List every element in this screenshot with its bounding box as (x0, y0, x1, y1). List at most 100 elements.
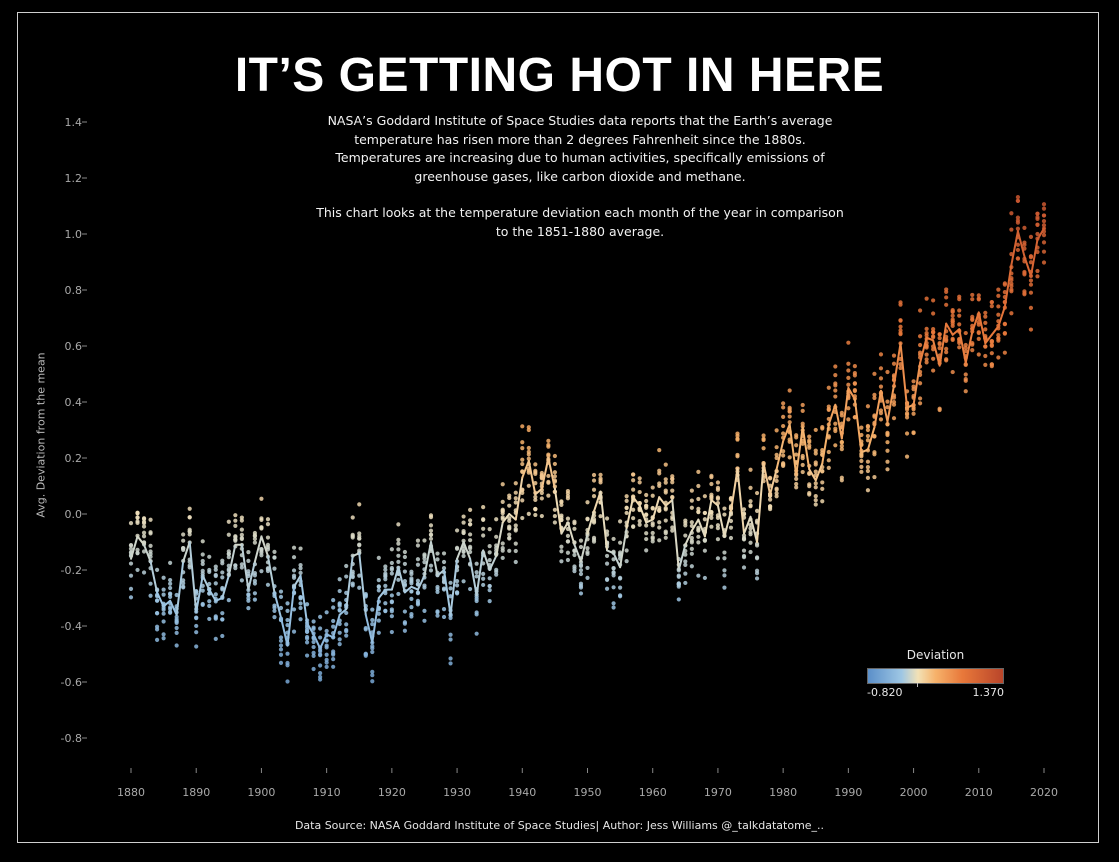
data-point (833, 373, 838, 378)
data-point (637, 476, 642, 481)
data-point (252, 573, 258, 578)
data-point (904, 431, 910, 436)
data-point (631, 487, 636, 492)
data-point (689, 520, 694, 525)
data-point (957, 322, 962, 327)
data-point (898, 324, 903, 329)
data-point (787, 388, 792, 393)
series-line-segment (221, 574, 230, 599)
data-point (585, 546, 590, 551)
data-point (813, 462, 818, 467)
data-point (839, 475, 844, 480)
data-point (644, 503, 649, 508)
series-line-segment (332, 613, 341, 639)
data-point (1028, 327, 1034, 332)
data-point (839, 440, 844, 445)
series-line-segment (677, 543, 687, 571)
data-point (448, 656, 453, 661)
data-point (604, 516, 610, 521)
x-tick-label: 1900 (247, 786, 275, 799)
data-point (604, 586, 610, 591)
series-line-segment (1023, 255, 1032, 277)
data-point (428, 536, 434, 541)
data-point (187, 506, 192, 511)
data-point (1035, 222, 1040, 227)
data-point (239, 565, 244, 570)
series-line-segment (279, 616, 289, 647)
series-line-segment (1010, 230, 1019, 266)
data-point (748, 499, 753, 504)
x-tick-label: 1920 (378, 786, 406, 799)
data-point (487, 587, 492, 593)
y-tick-label: 1.0 (65, 228, 83, 241)
data-point (859, 469, 864, 474)
data-point (324, 643, 329, 648)
data-point (565, 516, 571, 521)
data-point (252, 581, 258, 586)
data-point (174, 614, 179, 619)
series-line-segment (925, 336, 935, 342)
data-point (559, 549, 564, 554)
monthly-points (128, 195, 1047, 684)
data-point (996, 287, 1001, 292)
data-point (161, 611, 166, 616)
data-point (468, 546, 473, 551)
data-point (813, 481, 818, 486)
data-point (474, 570, 479, 575)
data-point (233, 513, 238, 518)
data-point (435, 613, 440, 618)
series-line-segment (906, 403, 915, 409)
data-point (539, 470, 544, 476)
data-point (481, 526, 486, 531)
data-point (428, 563, 434, 568)
data-point (520, 440, 525, 445)
data-point (350, 583, 355, 588)
data-point (989, 364, 994, 369)
data-point (878, 384, 884, 389)
data-point (924, 352, 929, 357)
data-point (631, 524, 636, 530)
data-point (435, 589, 440, 595)
data-point (461, 514, 466, 519)
data-point (1028, 278, 1034, 283)
data-point (813, 498, 818, 503)
data-point (865, 427, 871, 433)
data-point (246, 606, 251, 611)
data-point (396, 537, 401, 543)
series-line-segment (743, 515, 752, 535)
data-point (820, 480, 825, 485)
data-point (265, 568, 271, 574)
data-point (578, 568, 584, 573)
data-point (559, 500, 564, 505)
data-point (428, 513, 434, 518)
data-point (865, 475, 871, 480)
data-point (852, 415, 857, 420)
y-tick-label: 0.6 (65, 340, 83, 353)
data-point (220, 585, 225, 591)
data-point (304, 653, 310, 658)
data-point (513, 500, 518, 505)
series-line-segment (1003, 263, 1013, 308)
data-point (931, 311, 936, 316)
data-point (709, 481, 714, 487)
data-point (631, 472, 636, 477)
series-line-segment (423, 541, 432, 577)
data-point (298, 605, 303, 611)
data-point (924, 326, 929, 331)
data-point (181, 584, 186, 589)
data-point (370, 649, 375, 655)
data-point (526, 445, 531, 451)
series-line-segment (697, 518, 706, 538)
data-point (383, 571, 388, 576)
data-point (318, 652, 323, 657)
data-point (598, 514, 603, 519)
data-point (931, 368, 936, 373)
data-point (963, 389, 968, 394)
data-point (233, 523, 238, 529)
data-point (1028, 290, 1034, 295)
data-point (911, 379, 916, 384)
data-point (644, 531, 649, 536)
data-point (259, 526, 264, 531)
data-point (591, 539, 597, 544)
data-point (1028, 305, 1034, 310)
